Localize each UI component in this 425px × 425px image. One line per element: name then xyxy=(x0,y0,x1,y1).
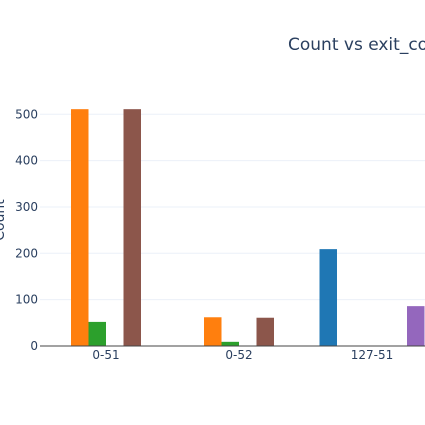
x-tick-label-127-51: 127-51 xyxy=(351,348,394,362)
y-tick-label: 300 xyxy=(15,200,38,214)
y-tick-label: 500 xyxy=(15,107,38,121)
y-tick-label: 200 xyxy=(15,246,38,260)
bars xyxy=(71,109,425,347)
y-tick-label: 0 xyxy=(30,339,38,353)
x-tick-label-0-51: 0-51 xyxy=(92,348,119,362)
gridlines xyxy=(40,113,425,301)
y-tick-label: 400 xyxy=(15,154,38,168)
bar-0-52-series-1[interactable] xyxy=(204,317,222,346)
bar-0-52-series-2[interactable] xyxy=(221,341,240,346)
y-axis-label: Count xyxy=(0,199,8,241)
y-tick-label: 100 xyxy=(15,293,38,307)
chart-title: Count vs exit_co xyxy=(288,35,425,55)
bar-0-51-series-1[interactable] xyxy=(71,109,89,347)
bar-127-51-series-5[interactable] xyxy=(407,306,425,346)
y-tick-labels: 0 100 200 300 400 500 xyxy=(15,107,38,353)
bar-0-51-series-4[interactable] xyxy=(123,109,142,347)
x-tick-labels: 0-51 0-52 127-51 xyxy=(92,348,393,362)
bar-0-51-series-2[interactable] xyxy=(88,321,107,346)
bar-0-52-series-4[interactable] xyxy=(256,317,275,346)
bar-127-51-series-0[interactable] xyxy=(319,249,338,346)
x-tick-label-0-52: 0-52 xyxy=(225,348,252,362)
